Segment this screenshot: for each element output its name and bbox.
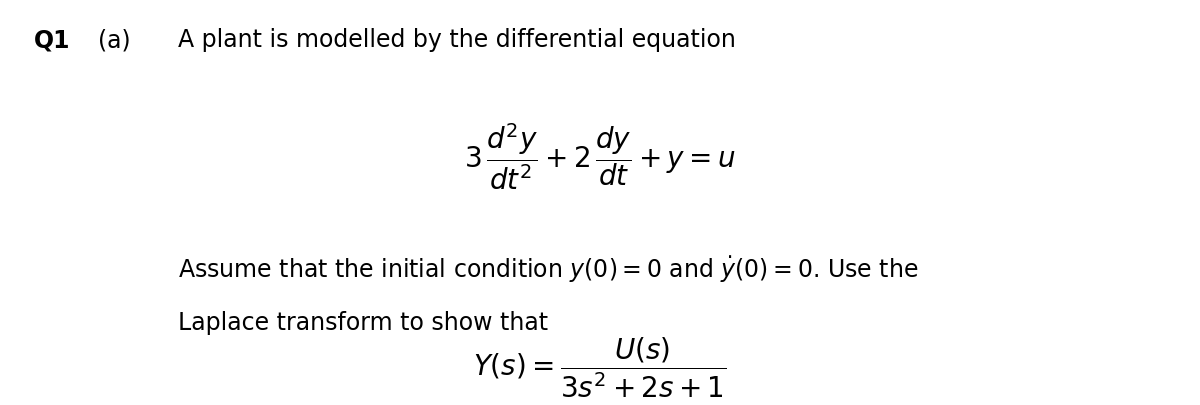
- Text: Laplace transform to show that: Laplace transform to show that: [178, 310, 547, 334]
- Text: Assume that the initial condition $y(0) = 0$ and $\dot{y}(0) = 0$. Use the: Assume that the initial condition $y(0) …: [178, 253, 918, 284]
- Text: $3\,\dfrac{d^2y}{dt^2} + 2\,\dfrac{dy}{dt} + y = u$: $3\,\dfrac{d^2y}{dt^2} + 2\,\dfrac{dy}{d…: [464, 121, 736, 191]
- Text: A plant is modelled by the differential equation: A plant is modelled by the differential …: [178, 28, 736, 52]
- Text: $Y(s) = \dfrac{U(s)}{3s^2 + 2s + 1}$: $Y(s) = \dfrac{U(s)}{3s^2 + 2s + 1}$: [473, 334, 727, 399]
- Text: Q1: Q1: [34, 28, 70, 52]
- Text: (a): (a): [98, 28, 131, 52]
